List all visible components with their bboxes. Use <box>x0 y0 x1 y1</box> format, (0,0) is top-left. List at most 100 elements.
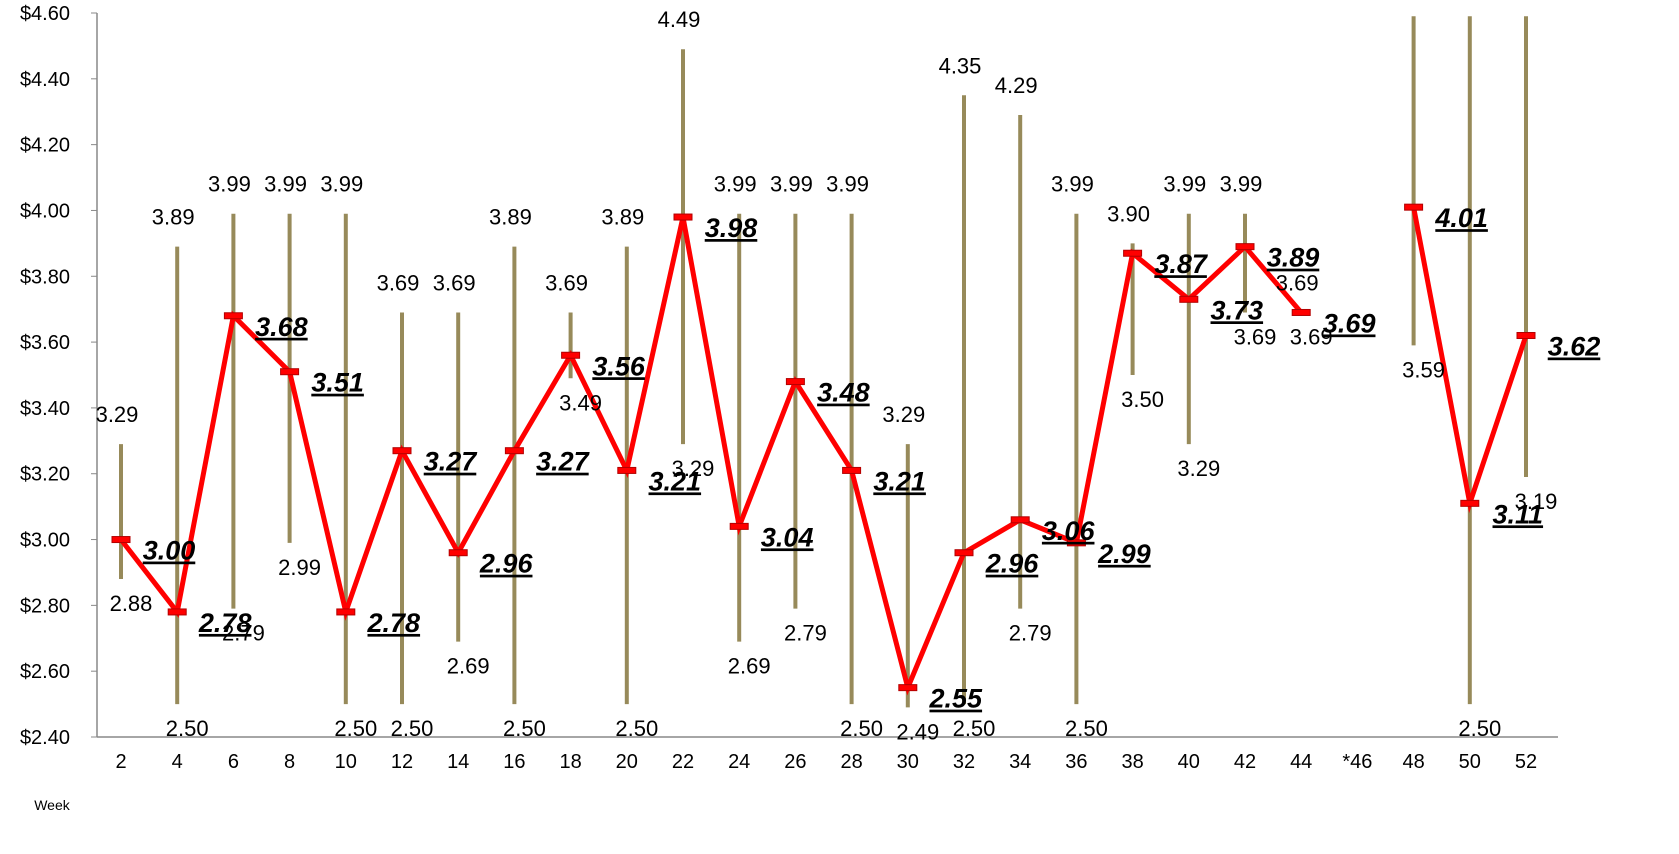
low-value-label: 2.50 <box>166 716 209 741</box>
average-value-labels: 3.00 2.78 3.683.51 2.78 3.27 2.96 3.27 3.56 3.21… <box>143 203 1601 713</box>
low-value-label: 2.99 <box>278 555 321 580</box>
high-value-label: 3.99 <box>1051 172 1094 197</box>
average-value-label: 4.01 <box>1434 203 1488 233</box>
x-tick-label: 38 <box>1121 751 1143 773</box>
average-value-label: 2.96 <box>479 549 534 579</box>
y-tick-label: $3.80 <box>20 266 70 288</box>
high-value-label: 4.49 <box>658 7 701 32</box>
low-value-label: 3.29 <box>1177 456 1220 481</box>
high-value-label: 3.99 <box>320 172 363 197</box>
low-value-label: 2.50 <box>1458 716 1501 741</box>
y-tick-label: $4.40 <box>20 69 70 91</box>
average-value-label: 2.96 <box>985 549 1040 579</box>
low-value-label: 2.50 <box>334 716 377 741</box>
y-tick-label: $2.40 <box>20 727 70 749</box>
low-value-label: 3.29 <box>672 456 715 481</box>
y-tick-label: $3.60 <box>20 332 70 354</box>
high-value-label: 3.69 <box>433 270 476 295</box>
average-value-label: 3.27 <box>536 447 591 477</box>
x-tick-label: 6 <box>228 751 239 773</box>
x-tick-labels: 2 4 6 8 10 12 14 16 18 20 22 24 26 28 30 32 34 36 38 40 42 44… <box>115 751 1537 773</box>
x-tick-label: 34 <box>1009 751 1031 773</box>
average-value-label: 3.56 <box>592 351 646 381</box>
low-value-label: 3.69 <box>1234 324 1277 349</box>
average-value-label: 3.11 <box>1493 499 1544 529</box>
low-value-label: 3.59 <box>1402 357 1445 382</box>
average-value-label: 3.00 <box>143 536 196 566</box>
high-value-label: 3.29 <box>882 402 925 427</box>
y-tick-label: $3.40 <box>20 398 70 420</box>
low-value-label: 3.19 <box>1515 489 1558 514</box>
range-bars <box>119 16 1528 708</box>
average-value-label: 3.98 <box>705 213 758 243</box>
x-tick-label: 36 <box>1065 751 1087 773</box>
data-point <box>167 608 187 616</box>
data-point <box>954 549 974 557</box>
average-value-label: 2.99 <box>1097 539 1151 569</box>
high-value-label: 3.69 <box>1276 270 1319 295</box>
high-value-label: 4.35 <box>939 53 982 78</box>
low-value-label: 3.50 <box>1121 387 1164 412</box>
high-value-label: 3.69 <box>545 270 588 295</box>
average-value-label: 3.48 <box>817 378 870 408</box>
average-value-label: 3.89 <box>1267 243 1320 273</box>
x-tick-label: 8 <box>284 751 295 773</box>
high-value-label: 3.90 <box>1107 201 1150 226</box>
x-tick-label: 2 <box>115 751 126 773</box>
data-point <box>785 378 805 386</box>
data-point <box>1460 499 1480 507</box>
average-value-label: 3.87 <box>1154 249 1209 279</box>
x-tick-label: 24 <box>728 751 750 773</box>
average-value-label: 3.27 <box>424 447 479 477</box>
high-value-label: 3.99 <box>1220 172 1263 197</box>
average-value-label: 3.62 <box>1548 332 1601 362</box>
data-point <box>673 213 693 221</box>
data-point <box>1179 295 1199 303</box>
high-value-label: 3.99 <box>714 172 757 197</box>
data-point <box>898 684 918 692</box>
low-value-label: 2.50 <box>1065 716 1108 741</box>
high-value-label: 3.89 <box>152 205 195 230</box>
low-value-label: 2.88 <box>110 591 153 616</box>
average-value-label: 3.68 <box>255 312 308 342</box>
y-tick-label: $4.60 <box>20 3 70 25</box>
data-point <box>1123 249 1143 257</box>
x-axis-title: Week <box>34 797 71 813</box>
high-value-label: 3.99 <box>264 172 307 197</box>
data-point <box>448 549 468 557</box>
x-tick-label: 40 <box>1178 751 1200 773</box>
average-value-label: 3.73 <box>1211 295 1264 325</box>
x-tick-label: 16 <box>503 751 525 773</box>
high-value-label: 3.69 <box>377 270 420 295</box>
low-value-label: 2.79 <box>1009 621 1052 646</box>
data-point <box>111 536 131 544</box>
data-point <box>1066 539 1086 547</box>
data-point <box>729 522 749 530</box>
low-value-label: 2.69 <box>447 654 490 679</box>
y-tick-label: $4.00 <box>20 200 70 222</box>
average-value-label: 3.04 <box>761 522 814 552</box>
average-value-label: 3.21 <box>649 466 702 496</box>
y-tick-label: $2.80 <box>20 595 70 617</box>
high-value-label: 3.99 <box>208 172 251 197</box>
range-value-labels: 3.29 2.88 3.89 2.50 3.99 2.79 3.99 2.99 3.99 2.50… <box>96 7 1558 744</box>
data-point <box>1516 332 1536 340</box>
x-tick-label: 48 <box>1402 751 1424 773</box>
average-value-label: 3.21 <box>873 466 926 496</box>
low-value-label: 2.50 <box>391 716 434 741</box>
high-value-label: 3.29 <box>96 402 139 427</box>
x-tick-label: 22 <box>672 751 694 773</box>
x-tick-label: 20 <box>616 751 638 773</box>
x-tick-label: 44 <box>1290 751 1312 773</box>
x-tick-label: 28 <box>840 751 862 773</box>
x-tick-label: 32 <box>953 751 975 773</box>
average-line-segment <box>119 216 1304 696</box>
y-tick-labels: $2.40 $2.60 $2.80 $3.00 $3.20 $3.40 $3.60 $3.80… <box>20 3 97 749</box>
axes <box>96 13 1558 738</box>
average-value-label: 2.78 <box>198 608 252 638</box>
low-value-label: 2.50 <box>953 716 996 741</box>
high-value-label: 3.89 <box>489 205 532 230</box>
x-tick-label: 26 <box>784 751 806 773</box>
y-tick-label: $3.20 <box>20 464 70 486</box>
